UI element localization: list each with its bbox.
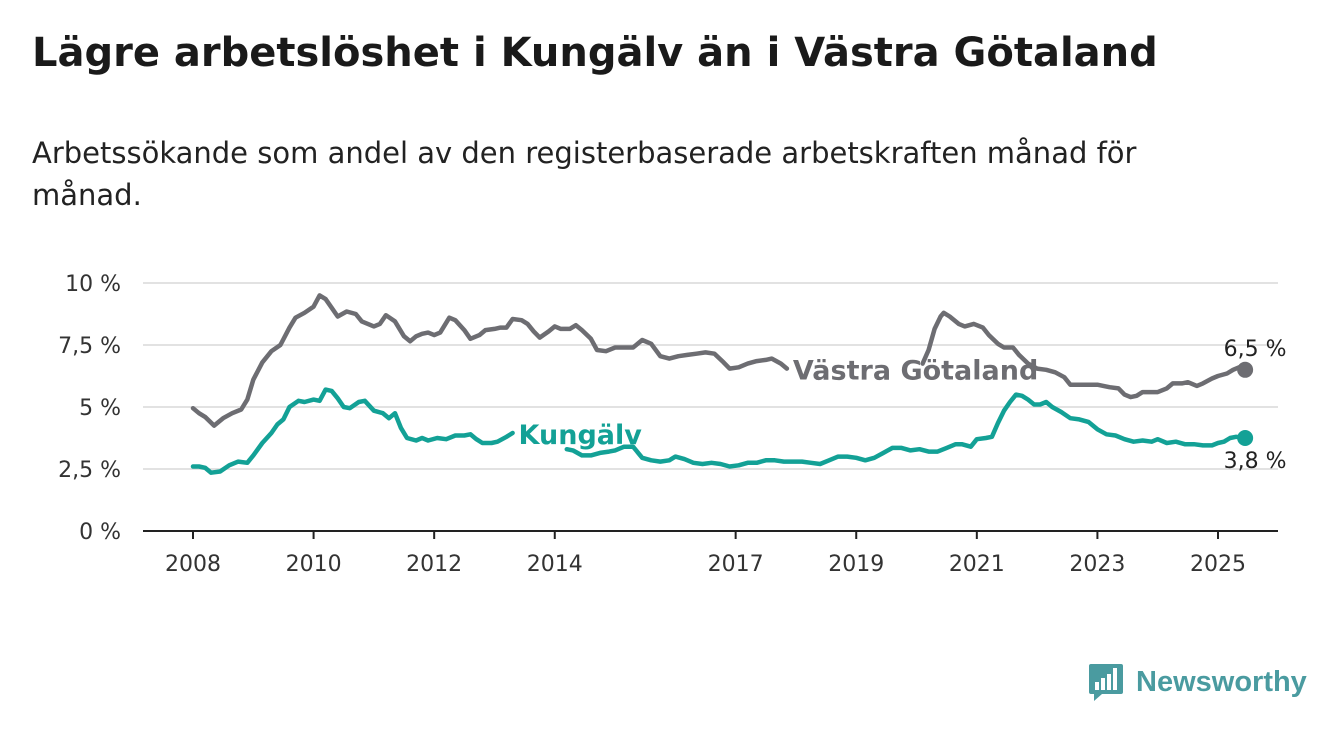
- x-tick-label: 2025: [1190, 552, 1246, 577]
- series-endpoint-kung-lv: [1237, 430, 1254, 446]
- axes: 0 % 2,5 % 5 % 7,5 % 10 % 2008 2010 2012 2014 2017…: [58, 272, 1278, 577]
- y-tick-label: 5 %: [79, 396, 121, 421]
- series-line-v-stra-g-taland: [190, 293, 790, 428]
- series-name-label-kung-lv: Kungälv: [519, 420, 643, 451]
- x-tick-label: 2017: [708, 552, 764, 577]
- y-tick-label: 0 %: [79, 520, 121, 545]
- x-tick-label: 2008: [165, 552, 221, 577]
- series-line-kung-lv: [564, 392, 1248, 469]
- bar-chart-speech-icon: [1089, 664, 1123, 701]
- chart-title: Lägre arbetslöshet i Kungälv än i Västra…: [32, 30, 1158, 76]
- x-tick-label: 2021: [949, 552, 1005, 577]
- brand-name: Newsworthy: [1136, 665, 1307, 698]
- y-tick-label: 2,5 %: [58, 458, 121, 483]
- x-tick-label: 2014: [527, 552, 583, 577]
- x-tick-label: 2019: [828, 552, 884, 577]
- chart-subtitle: Arbetssökande som andel av den registerb…: [32, 136, 1137, 212]
- newsworthy-logo: Newsworthy: [1088, 660, 1307, 704]
- series-line-v-stra-g-taland: [920, 310, 1248, 400]
- end-value-label-kung-lv: 3,8 %: [1224, 449, 1287, 474]
- series-line-kung-lv: [190, 387, 515, 475]
- series-labels: 6,5 % Västra Götaland 3,8 % Kungälv: [519, 337, 1287, 474]
- series-endpoint-v-stra-g-taland: [1237, 361, 1254, 378]
- grid-lines: [143, 282, 1278, 470]
- x-tick-label: 2023: [1069, 552, 1125, 577]
- x-tick-label: 2012: [406, 552, 462, 577]
- x-tick-label: 2010: [286, 552, 342, 577]
- series-name-label-v-stra-g-taland: Västra Götaland: [793, 356, 1038, 387]
- y-tick-label: 7,5 %: [58, 334, 121, 359]
- end-value-label-v-stra-g-taland: 6,5 %: [1224, 337, 1287, 362]
- series-lines: [190, 293, 1254, 475]
- y-tick-label: 10 %: [65, 272, 121, 297]
